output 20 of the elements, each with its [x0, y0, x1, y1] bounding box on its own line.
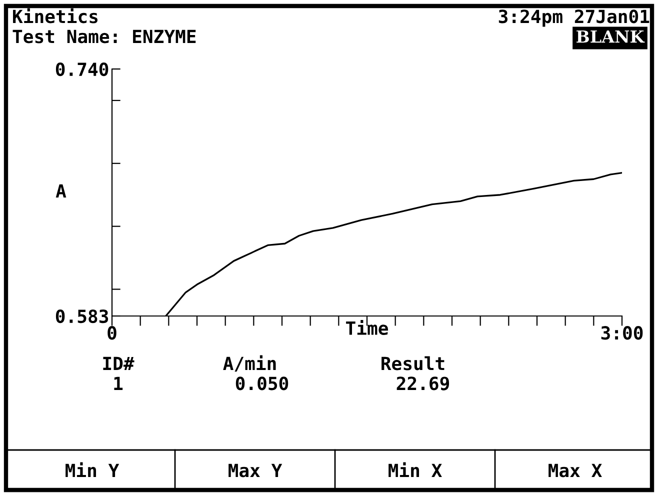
x-tick-label: 0 — [108, 326, 116, 340]
text: Min X — [388, 462, 442, 477]
text: BLANK — [576, 30, 645, 43]
text: 0.050 — [236, 376, 288, 390]
text: 3:24pm 27Jan01 — [498, 10, 650, 27]
chart-title: Kinetics — [13, 8, 98, 24]
text: Max X — [548, 464, 602, 478]
y-tick-label: 0.583 — [56, 309, 108, 324]
y-tick-label: 0.740 — [56, 62, 108, 76]
text: ID# — [103, 356, 134, 370]
y-axis-title: A — [56, 184, 66, 198]
x-axis-title: Time — [346, 320, 388, 335]
text: Result — [382, 356, 444, 370]
text: Min Y — [66, 462, 120, 477]
text: 1 — [114, 376, 123, 390]
text: 22.69 — [396, 376, 450, 390]
chart-subtitle: Test Name: ENZYME — [12, 30, 196, 44]
text: Max Y — [228, 464, 282, 478]
x-tick-label: 3:00 — [601, 326, 643, 340]
text: A/min — [223, 355, 276, 372]
